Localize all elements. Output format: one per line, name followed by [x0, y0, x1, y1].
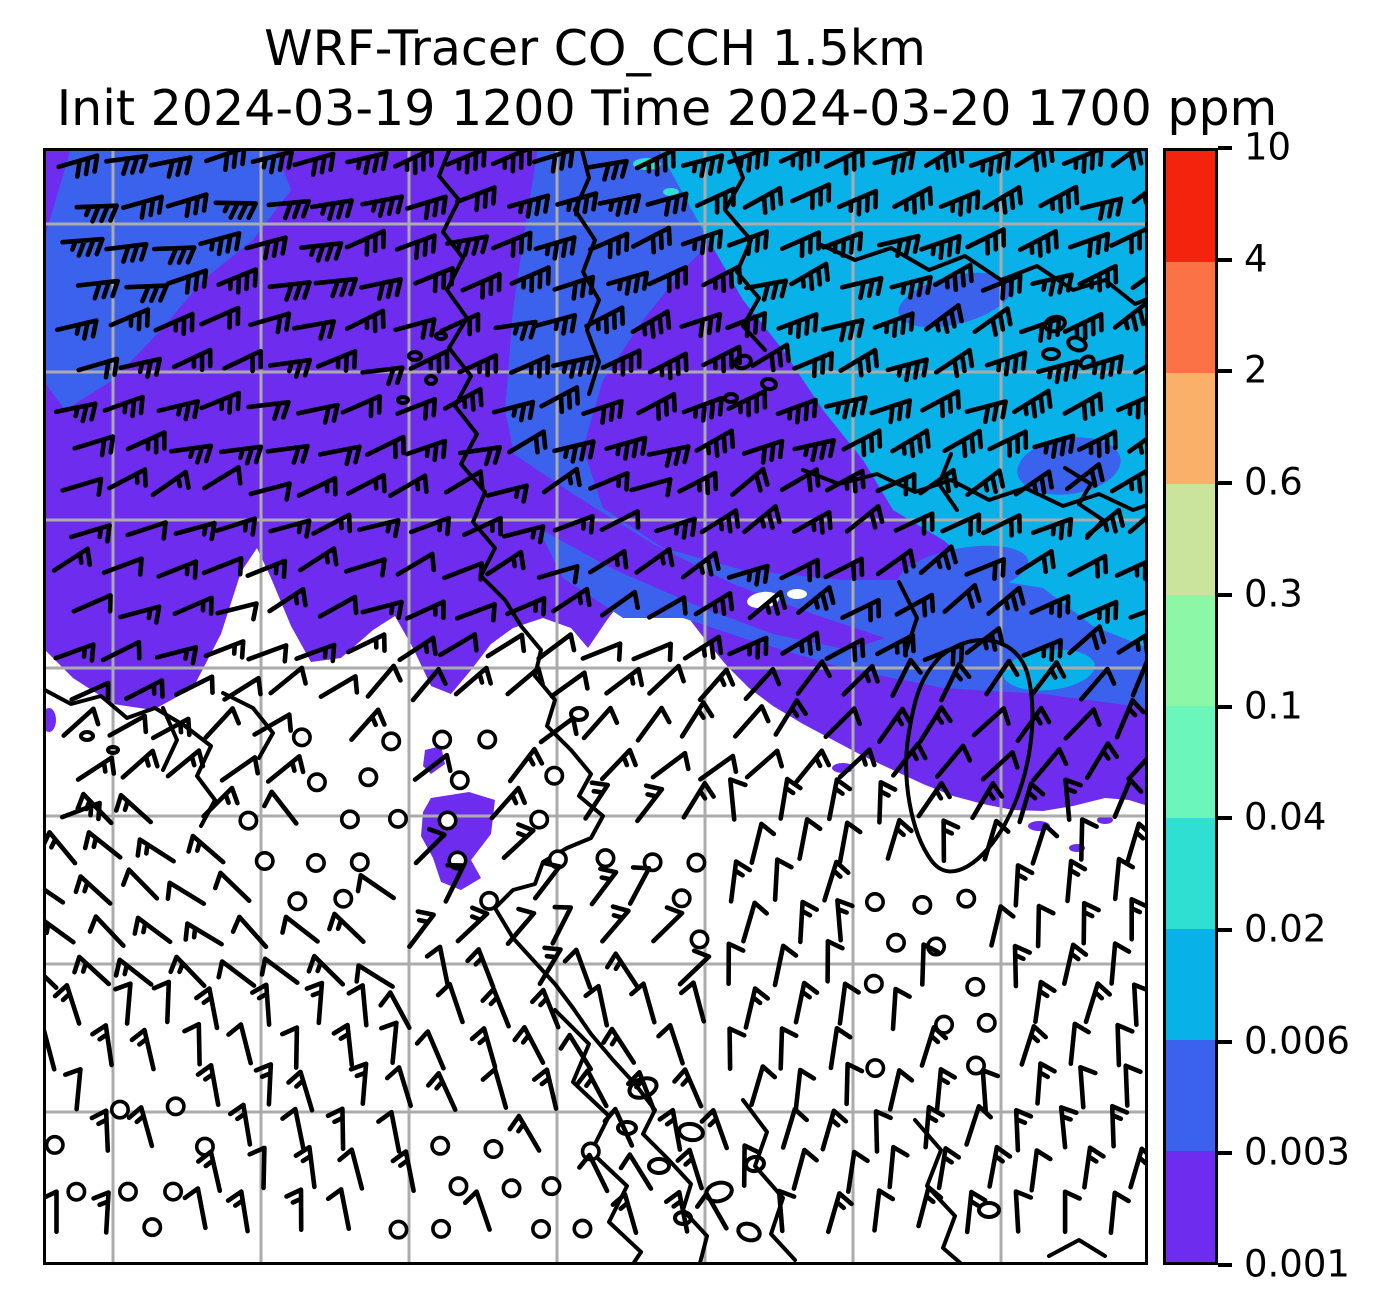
graticule-group — [43, 148, 1148, 1265]
colorbar-tick — [1218, 1039, 1232, 1044]
colorbar-segment — [1166, 928, 1215, 1040]
colorbar-tick — [1218, 592, 1232, 597]
colorbar-segment — [1166, 595, 1215, 707]
colorbar-segment — [1166, 706, 1215, 818]
colorbar-tick-label: 0.02 — [1244, 907, 1327, 951]
colorbar-tick-label: 0.3 — [1244, 572, 1303, 616]
colorbar-tick-label: 2 — [1244, 349, 1268, 393]
colorbar-tick-label: 0.001 — [1244, 1242, 1350, 1286]
colorbar-tick-label: 0.003 — [1244, 1130, 1350, 1174]
colorbar-segment — [1166, 484, 1215, 596]
colorbar-segment — [1166, 262, 1215, 374]
colorbar-tick — [1218, 704, 1232, 709]
contour-fills-group — [43, 148, 1148, 1265]
colorbar-segment — [1166, 151, 1215, 263]
wind-barbs-group — [43, 148, 1148, 1240]
colorbar-tick-label: 0.006 — [1244, 1019, 1350, 1063]
colorbar-tick — [1218, 1263, 1232, 1267]
colorbar-tick — [1218, 1151, 1232, 1156]
colorbar-tick-label: 10 — [1244, 125, 1292, 169]
colorbar-tick — [1218, 927, 1232, 932]
colorbar-tick — [1218, 816, 1232, 821]
colorbar-tick — [1218, 369, 1232, 374]
plot-title: WRF-Tracer CO_CCH 1.5km — [264, 20, 926, 77]
colorbar-tick — [1218, 146, 1232, 150]
map-plot — [43, 148, 1148, 1265]
colorbar-tick-label: 0.04 — [1244, 795, 1327, 839]
coastlines-group — [43, 148, 1148, 1265]
colorbar-tick-label: 0.1 — [1244, 684, 1303, 728]
colorbar — [1163, 148, 1218, 1265]
colorbar-segment — [1166, 1150, 1215, 1262]
colorbar-tick-label: 0.6 — [1244, 460, 1303, 504]
colorbar-segment — [1166, 373, 1215, 485]
colorbar-tick — [1218, 481, 1232, 486]
colorbar-tick — [1218, 257, 1232, 262]
colorbar-segment — [1166, 1039, 1215, 1151]
map-plot-area — [43, 148, 1148, 1265]
map-frame — [43, 148, 1148, 1265]
colorbar-tick-label: 4 — [1244, 237, 1268, 281]
colorbar-segment — [1166, 817, 1215, 929]
plot-subtitle: Init 2024-03-19 1200 Time 2024-03-20 170… — [56, 80, 1278, 137]
